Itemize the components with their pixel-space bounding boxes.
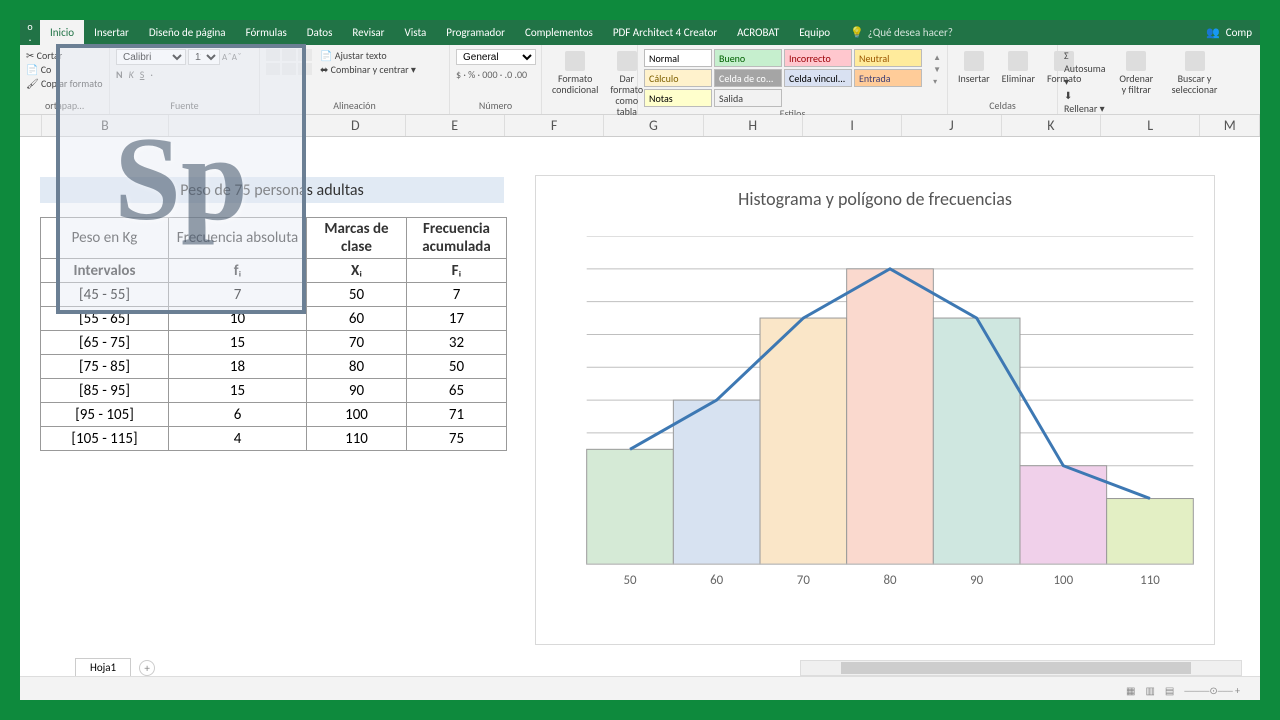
alignment-buttons[interactable] — [266, 49, 312, 75]
conditional-format-button[interactable]: Formato condicional — [548, 49, 602, 97]
table-row: [105 - 115]411075 — [41, 427, 507, 451]
style-c-lculo[interactable]: Cálculo — [644, 69, 712, 87]
svg-text:80: 80 — [883, 573, 897, 588]
font-name-select[interactable]: Calibri — [116, 49, 186, 65]
style-celda-de-co-[interactable]: Celda de co... — [714, 69, 782, 87]
ribbon: ✂ Cortar 📄 Co 🖌 Copiar formato ortapap… … — [20, 45, 1260, 115]
ribbon-tab-diseño-de-página[interactable]: Diseño de página — [139, 20, 236, 45]
share-button[interactable]: 👥 Comp — [1206, 26, 1260, 39]
merge-center-button[interactable]: ⬌ Combinar y centrar ▾ — [320, 63, 416, 76]
svg-text:50: 50 — [623, 573, 637, 588]
italic-button[interactable]: K — [129, 68, 134, 81]
svg-text:100: 100 — [1054, 573, 1074, 588]
underline-button[interactable]: S — [140, 68, 145, 81]
style-entrada[interactable]: Entrada — [854, 69, 922, 87]
ribbon-tab-insertar[interactable]: Insertar — [84, 20, 139, 45]
font-size-select[interactable]: 11 — [188, 49, 220, 65]
frequency-table: Peso en KgFrecuencia absolutaMarcas de c… — [40, 217, 507, 451]
ribbon-tab-programador[interactable]: Programador — [436, 20, 515, 45]
style-salida[interactable]: Salida — [714, 89, 782, 107]
sheet-tab-hoja1[interactable]: Hoja1 — [75, 658, 131, 678]
status-bar: ▦▥▤─────⊙─── + — [20, 676, 1260, 700]
table-row: [95 - 105]610071 — [41, 403, 507, 427]
bold-button[interactable]: N — [116, 68, 123, 81]
svg-text:90: 90 — [970, 573, 984, 588]
ribbon-tab-fórmulas[interactable]: Fórmulas — [236, 20, 297, 45]
ribbon-tab-inicio[interactable]: Inicio — [40, 20, 84, 45]
table-row: [45 - 55]7507 — [41, 283, 507, 307]
style-celda-vincul-[interactable]: Celda vincul... — [784, 69, 852, 87]
tell-me[interactable]: 💡 ¿Qué desea hacer? — [850, 26, 953, 39]
cut-button[interactable]: ✂ Cortar — [26, 49, 102, 62]
add-sheet-button[interactable]: + — [139, 660, 155, 676]
style-notas[interactable]: Notas — [644, 89, 712, 107]
ribbon-tab-complementos[interactable]: Complementos — [515, 20, 603, 45]
sort-filter-button[interactable]: Ordenar y filtrar — [1114, 49, 1160, 97]
fill-button[interactable]: ⬇ Rellenar ▾ — [1064, 89, 1106, 115]
ribbon-tab-vista[interactable]: Vista — [395, 20, 437, 45]
view-mode-buttons[interactable]: ▦▥▤─────⊙─── + — [1126, 684, 1240, 697]
ribbon-tab-acrobat[interactable]: ACROBAT — [727, 20, 789, 45]
sheet-tabs[interactable]: Hoja1 + — [75, 658, 155, 678]
ribbon-tab-equipo[interactable]: Equipo — [789, 20, 840, 45]
ribbon-tab-datos[interactable]: Datos — [297, 20, 343, 45]
file-tab[interactable]: o · — [20, 20, 40, 46]
insert-cells-button[interactable]: Insertar — [954, 49, 994, 86]
table-row: [75 - 85]188050 — [41, 355, 507, 379]
find-select-button[interactable]: Buscar y seleccionar — [1167, 49, 1222, 97]
histogram-chart[interactable]: Histograma y polígono de frecuencias 024… — [535, 175, 1215, 645]
horizontal-scrollbar[interactable] — [800, 660, 1242, 676]
format-painter-button[interactable]: 🖌 Copiar formato — [26, 77, 102, 90]
cell-styles-gallery[interactable]: NormalBuenoIncorrectoNeutralCálculoCelda… — [644, 49, 929, 107]
table-row: [65 - 75]157032 — [41, 331, 507, 355]
style-incorrecto[interactable]: Incorrecto — [784, 49, 852, 67]
worksheet[interactable]: BDEFGHIJKLM Peso de 75 personas adultas … — [20, 115, 1260, 676]
style-normal[interactable]: Normal — [644, 49, 712, 67]
ribbon-tab-revisar[interactable]: Revisar — [342, 20, 394, 45]
svg-text:60: 60 — [710, 573, 724, 588]
style-neutral[interactable]: Neutral — [854, 49, 922, 67]
table-row: [55 - 65]106017 — [41, 307, 507, 331]
wrap-text-button[interactable]: 📄 Ajustar texto — [320, 49, 416, 62]
table-title: Peso de 75 personas adultas — [40, 177, 504, 203]
chart-plot-area: 024681012141618205060708090100110 — [586, 236, 1194, 594]
svg-text:70: 70 — [797, 573, 811, 588]
ribbon-tab-pdf-architect-4-creator[interactable]: PDF Architect 4 Creator — [603, 20, 727, 45]
style-bueno[interactable]: Bueno — [714, 49, 782, 67]
svg-text:110: 110 — [1140, 573, 1160, 588]
ribbon-tabs: o · InicioInsertarDiseño de páginaFórmul… — [20, 20, 1260, 45]
autosum-button[interactable]: Σ Autosuma ▾ — [1064, 49, 1106, 88]
delete-cells-button[interactable]: Eliminar — [998, 49, 1039, 86]
chart-title: Histograma y polígono de frecuencias — [536, 176, 1214, 216]
number-format-select[interactable]: General — [456, 49, 536, 65]
copy-button[interactable]: 📄 Co — [26, 63, 102, 76]
column-headers[interactable]: BDEFGHIJKLM — [20, 115, 1260, 137]
table-row: [85 - 95]159065 — [41, 379, 507, 403]
